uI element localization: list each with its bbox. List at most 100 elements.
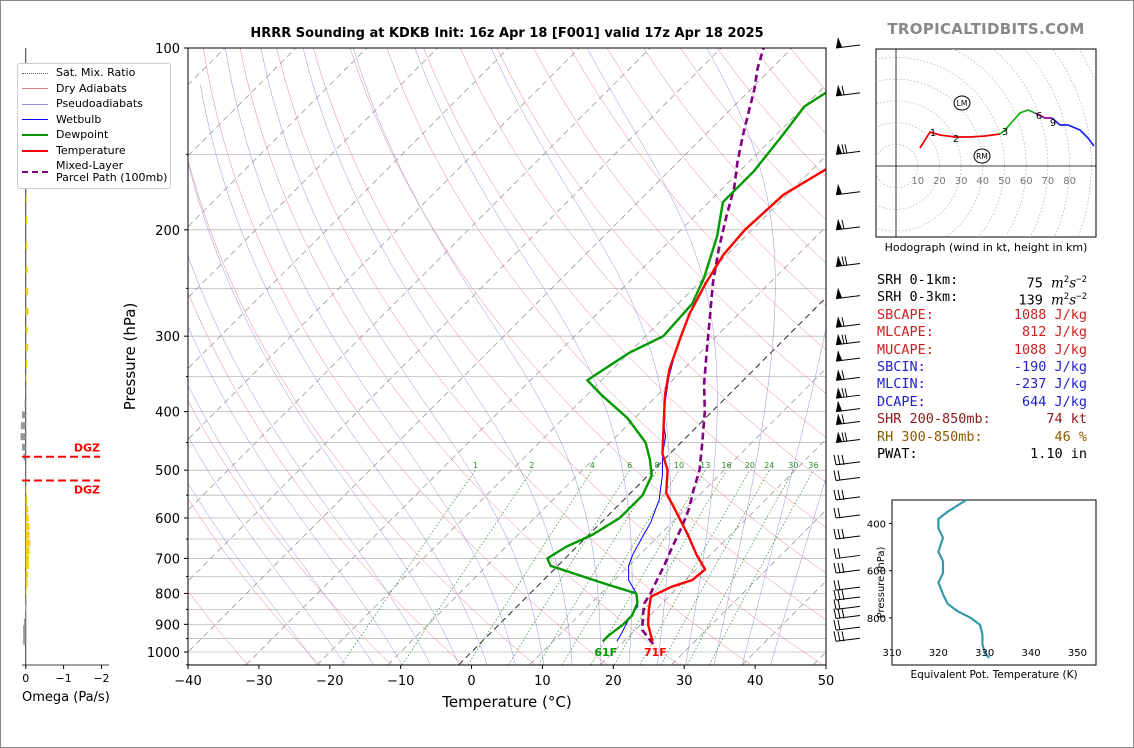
omega-bar — [25, 531, 30, 539]
isotherm — [188, 48, 793, 653]
wind-barb-feather — [837, 507, 841, 519]
omega-bar — [23, 618, 26, 626]
wind-barb-feather — [837, 599, 841, 610]
wind-barb-feather — [841, 454, 845, 465]
omega-bar — [25, 360, 28, 368]
pseudoadiabat — [188, 254, 431, 665]
wind-barb-flag — [836, 413, 842, 425]
parameter-name: SBCIN: — [877, 358, 926, 375]
wind-barb-feather — [841, 317, 845, 327]
pseudoadiabat — [414, 48, 633, 665]
mixing-ratio-label: 30 — [788, 461, 798, 470]
parameter-row: SRH 0-1km: 75 m2s−2 — [877, 272, 1087, 292]
wind-barb-feather — [833, 470, 837, 481]
dry-adiabat — [188, 291, 464, 665]
legend-swatch — [22, 103, 48, 105]
mixing-ratio-line — [660, 470, 770, 665]
wind-barb-flag — [836, 350, 842, 362]
omega-bar — [25, 307, 29, 315]
dry-adiabat — [569, 48, 826, 351]
legend-swatch — [22, 134, 48, 136]
omega-bar — [25, 588, 27, 596]
mixing-ratio-line — [590, 470, 706, 665]
wind-barb-flag — [836, 431, 842, 443]
isotherm — [529, 367, 826, 665]
isotherm — [245, 84, 826, 665]
parameter-value: 75 m2s−2 — [1026, 275, 1087, 292]
wind-barb-feather — [841, 85, 845, 95]
wind-barb-feather — [837, 620, 841, 631]
mixing-ratio-line — [613, 470, 727, 665]
legend-label: Wetbulb — [56, 112, 102, 126]
wind-barb-flag — [836, 287, 842, 299]
mixing-ratio-label: 24 — [764, 461, 774, 470]
x-tick-label: 30 — [676, 674, 693, 689]
omega-bar — [25, 486, 27, 494]
mixing-ratio-label: 36 — [808, 461, 818, 470]
wind-barb-feather — [837, 454, 841, 465]
parameter-value: 1088 J/kg — [1013, 341, 1087, 358]
surface-temperature-label: 71F — [644, 646, 667, 659]
legend-item: Sat. Mix. Ratio — [18, 66, 135, 80]
parameter-name: SRH 0-3km: — [877, 289, 959, 306]
omega-bar — [25, 539, 31, 547]
dry-adiabat — [386, 48, 826, 574]
wind-barb-flag — [836, 255, 842, 267]
mixing-ratio-line — [341, 470, 476, 665]
wind-barb — [835, 357, 861, 362]
wind-barb-feather — [837, 470, 841, 481]
mixed-layer-parcel-path-mb-line — [641, 48, 765, 645]
x-tick-label: −20 — [316, 674, 343, 689]
wind-barb — [835, 262, 861, 267]
dry-adiabat — [203, 48, 608, 665]
omega-bar — [25, 464, 26, 472]
dgz-label: DGZ — [74, 442, 100, 455]
pseudoadiabat — [200, 84, 488, 665]
omega-bar — [25, 475, 27, 483]
pseudoadiabat — [742, 327, 826, 665]
omega-bar — [25, 596, 27, 604]
parameter-value: -190 J/kg — [1013, 358, 1087, 375]
isotherm — [600, 438, 826, 665]
legend-label: Mixed-Layer Parcel Path (100mb) — [56, 159, 168, 184]
legend-label: Dry Adiabats — [56, 81, 127, 95]
wind-barb-feather — [833, 489, 837, 501]
omega-bar — [25, 326, 28, 334]
wind-barb — [835, 191, 861, 196]
parameter-name: SBCAPE: — [877, 306, 934, 323]
dry-adiabat — [239, 48, 680, 665]
wind-barb-feather — [841, 370, 845, 380]
x-tick-label: 20 — [605, 674, 622, 689]
wind-barb-flag — [836, 183, 842, 195]
parameter-row: SHR 200-850mb: 74 kt — [877, 411, 1087, 428]
dry-adiabat — [188, 158, 536, 665]
wind-barb-flag — [836, 218, 842, 230]
pseudoadiabat — [586, 48, 718, 665]
parameter-name: SHR 200-850mb: — [877, 411, 991, 428]
chart-title: HRRR Sounding at KDKB Init: 16z Apr 18 [… — [250, 26, 764, 41]
legend-label: Pseudoadiabats — [56, 97, 143, 110]
wind-barb-feather — [833, 589, 837, 601]
omega-bar — [25, 387, 27, 395]
brand-watermark: TROPICALTIDBITS.COM — [887, 20, 1085, 38]
legend-item: Mixed-Layer Parcel Path (100mb) — [18, 159, 167, 185]
mixing-ratio-line — [508, 470, 630, 665]
mixing-ratio-label: 16 — [721, 461, 731, 470]
wind-barb-feather — [837, 580, 841, 591]
omega-tick-label: −2 — [93, 672, 109, 685]
wind-barb — [835, 341, 861, 346]
y-tick-label: 100 — [155, 42, 180, 57]
y-axis-label: Pressure (hPa) — [121, 303, 139, 411]
legend-item: Pseudoadiabats — [18, 97, 143, 111]
wind-barb — [835, 44, 861, 49]
wind-barb-feather — [841, 528, 845, 540]
parameter-row: SRH 0-3km: 139 m2s−2 — [877, 289, 1087, 309]
mixing-ratio-label: 2 — [529, 461, 534, 470]
wind-barb-feather — [841, 144, 845, 154]
mixing-ratio-label: 1 — [473, 461, 478, 470]
wind-barb — [835, 394, 861, 399]
parameter-row: MLCAPE: 812 J/kg — [877, 324, 1087, 341]
isotherm-zero — [458, 296, 826, 665]
legend-swatch — [22, 72, 48, 74]
